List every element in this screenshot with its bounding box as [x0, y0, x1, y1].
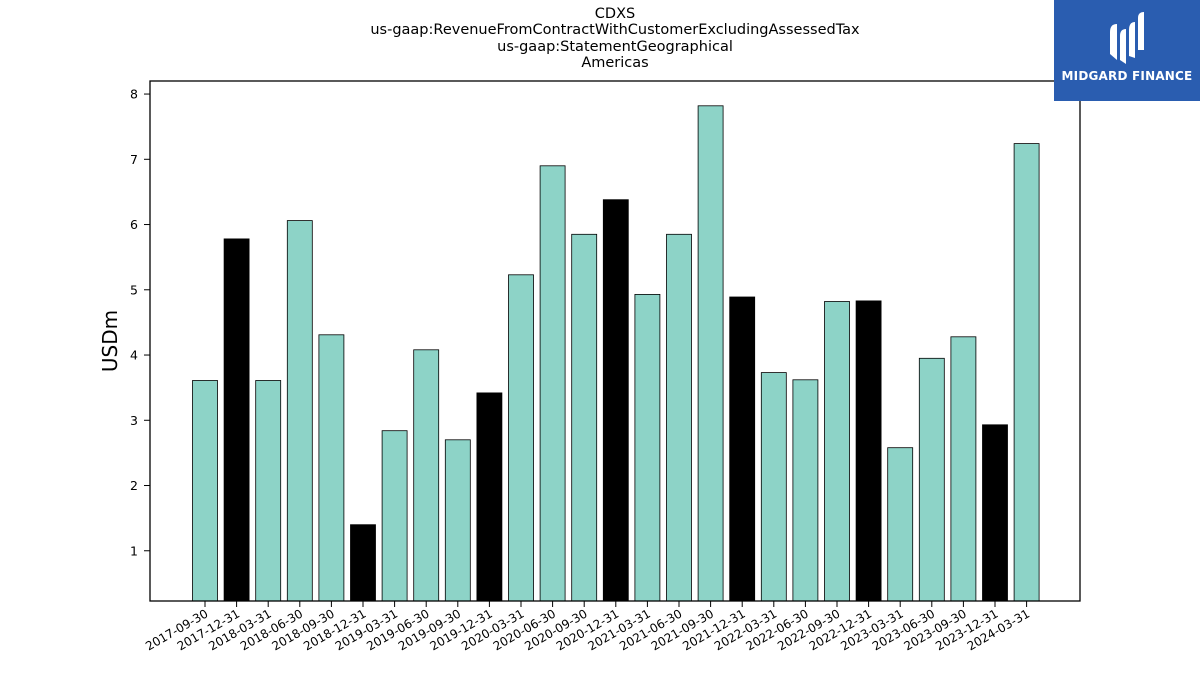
y-tick-label: 7: [130, 152, 138, 167]
bar-2018-12-31: [350, 524, 376, 602]
bar-2017-12-31: [223, 238, 250, 602]
bar-2019-03-31: [381, 430, 408, 602]
bar-2022-06-30: [792, 379, 819, 602]
bar-2019-09-30: [444, 439, 471, 602]
chart-title-axis: us-gaap:StatementGeographical: [497, 38, 733, 55]
plot-frame: [149, 80, 1081, 602]
x-axis: 2017-09-302017-12-312018-03-312018-06-30…: [143, 601, 1032, 653]
y-tick-label: 1: [130, 543, 138, 558]
bar-2018-06-30: [286, 220, 313, 602]
bar-2020-03-31: [508, 274, 534, 602]
bar-2019-12-31: [476, 392, 503, 602]
bar-2018-03-31: [255, 380, 282, 602]
chart-title-member: Americas: [581, 54, 649, 71]
chart-title-ticker: CDXS: [594, 6, 636, 22]
y-tick-label: 3: [130, 413, 138, 428]
bar-2022-12-31: [855, 300, 882, 602]
bar-2020-06-30: [539, 165, 566, 602]
bar-2017-09-30: [192, 380, 218, 602]
bar-2021-06-30: [666, 233, 692, 602]
midgard-logo-icon: [1110, 12, 1144, 64]
bar-2020-12-31: [602, 199, 629, 602]
y-tick-label: 8: [130, 87, 138, 102]
chart-title-metric: us-gaap:RevenueFromContractWithCustomerE…: [370, 22, 860, 39]
y-tick-label: 2: [130, 478, 138, 493]
bars-group: [192, 105, 1040, 602]
midgard-finance-logo: MIDGARD FINANCE: [1054, 0, 1200, 101]
bar-2020-09-30: [571, 233, 598, 602]
bar-2021-09-30: [697, 105, 724, 602]
bar-2023-12-31: [982, 424, 1008, 602]
bar-2021-12-31: [729, 296, 756, 602]
y-tick-label: 4: [130, 348, 138, 363]
y-tick-label: 5: [130, 282, 138, 297]
bar-2021-03-31: [634, 293, 661, 602]
chart-title-block: CDXS us-gaap:RevenueFromContractWithCust…: [0, 6, 1200, 71]
bar-2018-09-30: [318, 334, 345, 602]
bar-2019-06-30: [413, 349, 440, 602]
logo-text: MIDGARD FINANCE: [1061, 69, 1193, 83]
y-axis: 1 2 3 4 5 6 7 8: [130, 87, 150, 558]
bar-2023-03-31: [887, 447, 914, 602]
bar-2022-03-31: [760, 372, 787, 602]
bar-2023-06-30: [918, 357, 945, 602]
y-axis-label: USDm: [98, 310, 122, 372]
y-tick-label: 6: [130, 217, 138, 232]
bar-2022-09-30: [824, 301, 850, 602]
bar-2023-09-30: [950, 336, 977, 602]
bar-2024-03-31: [1013, 143, 1040, 602]
